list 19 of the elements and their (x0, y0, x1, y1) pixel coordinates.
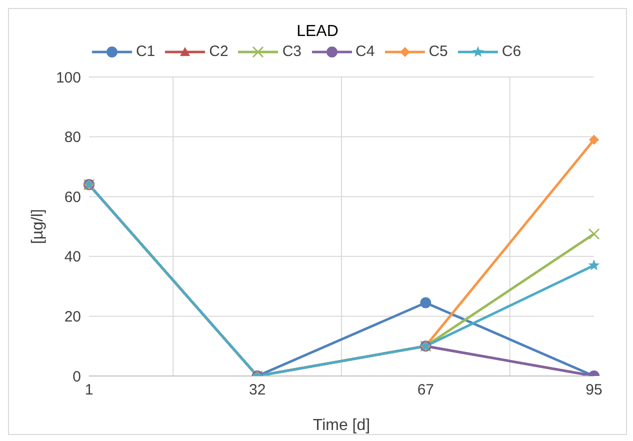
y-tick-label: 80 (64, 129, 81, 146)
x-tick-label: 32 (248, 382, 266, 399)
x-tick-label: 1 (84, 382, 94, 399)
y-axis-title: [µg/l] (30, 208, 47, 244)
y-tick-label: 20 (64, 308, 81, 326)
legend-label: C4 (354, 43, 375, 60)
y-tick-label: 40 (64, 248, 81, 266)
y-tick-label: 100 (56, 69, 81, 86)
x-tick-label: 95 (586, 382, 602, 399)
legend-label: C1 (134, 43, 156, 60)
x-tick-label: 67 (417, 382, 434, 399)
y-tick-label: 60 (64, 188, 81, 206)
x-axis-title: Time [d] (312, 417, 370, 434)
legend-label: C2 (208, 43, 228, 60)
chart-title: LEAD (296, 23, 340, 41)
legend-label: C6 (500, 43, 522, 60)
legend-label: C5 (428, 43, 448, 60)
y-tick-label: 0 (72, 368, 81, 386)
legend-label: C3 (281, 43, 302, 60)
